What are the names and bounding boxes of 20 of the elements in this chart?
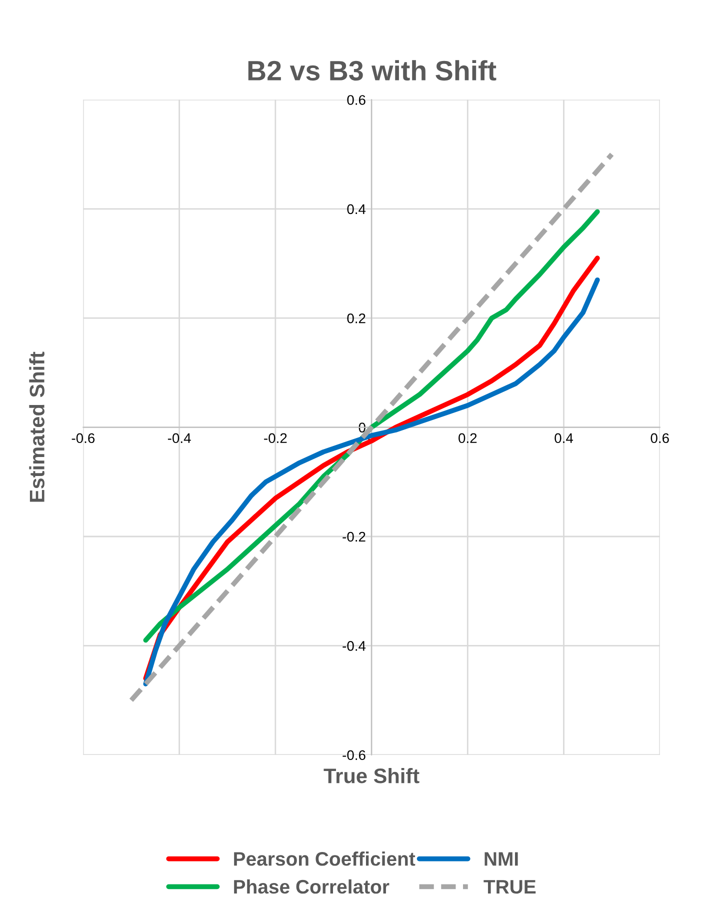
y-tick-label: 0.4 <box>347 204 366 214</box>
y-tick-label: -0.4 <box>342 641 366 651</box>
x-tick-label: -0.2 <box>264 433 287 444</box>
y-tick-label: -0.6 <box>342 750 366 760</box>
y-tick-label: 0.2 <box>347 313 366 324</box>
x-axis-title: True Shift <box>324 768 420 784</box>
x-tick-label: 0.2 <box>458 433 477 444</box>
x-tick-label: -0.6 <box>72 433 95 444</box>
y-tick-label: -0.2 <box>342 532 366 542</box>
y-tick-label: 0 <box>358 422 366 432</box>
legend-label: Pearson Coefficient <box>234 852 416 866</box>
legend-label: TRUE <box>484 880 536 894</box>
legend-label: Phase Correlator <box>234 879 390 894</box>
x-tick-label: -0.4 <box>168 433 191 444</box>
x-tick-label: 0.6 <box>650 433 669 444</box>
y-axis-title: Estimated Shift <box>29 352 44 502</box>
x-tick-label: 0.4 <box>554 433 574 444</box>
chart-title: B2 vs B3 with Shift <box>248 60 496 81</box>
y-tick-label: 0.6 <box>347 95 366 105</box>
legend-label: NMI <box>484 852 518 866</box>
